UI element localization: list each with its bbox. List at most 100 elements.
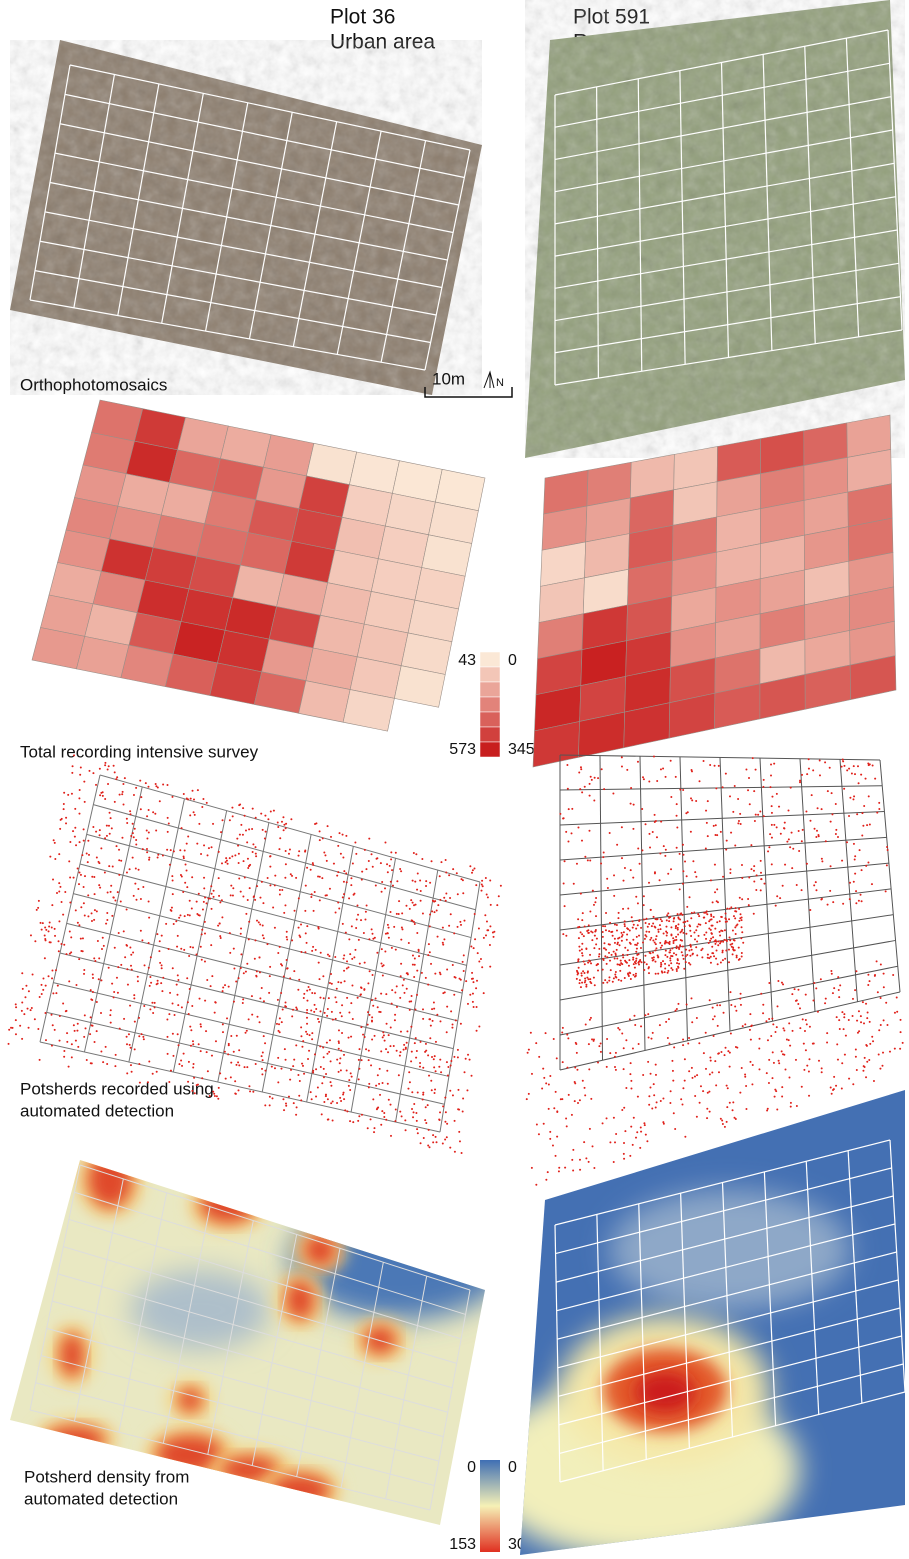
potsherd [643, 904, 645, 906]
potsherd [593, 799, 595, 801]
potsherd [414, 964, 416, 966]
potsherd [162, 855, 164, 857]
potsherd [777, 980, 779, 982]
potsherd [614, 1056, 616, 1058]
potsherd [295, 877, 297, 879]
potsherd [429, 1146, 431, 1148]
potsherd [740, 913, 742, 915]
potsherd [722, 950, 724, 952]
potsherd [277, 826, 279, 828]
potsherd [117, 966, 119, 968]
potsherd [843, 765, 845, 767]
potsherd [187, 914, 189, 916]
grid-line [173, 811, 226, 1072]
potsherd [725, 1047, 727, 1049]
potsherd [301, 1046, 303, 1048]
potsherd [298, 979, 300, 981]
potsherd [178, 1044, 180, 1046]
potsherd [853, 843, 855, 845]
potsherd [654, 949, 656, 951]
potsherd [703, 917, 705, 919]
potsherd [817, 807, 819, 809]
potsherd [841, 766, 843, 768]
potsherd [381, 891, 383, 893]
potsherd [41, 984, 43, 986]
potsherd [709, 940, 711, 942]
potsherd [162, 977, 164, 979]
potsherd [204, 1000, 206, 1002]
potsherd [390, 1104, 392, 1106]
potsherd [8, 1043, 10, 1045]
potsherd [682, 844, 684, 846]
potsherd [256, 920, 258, 922]
potsherd [272, 907, 274, 909]
potsherd [285, 1002, 287, 1004]
potsherd [338, 1040, 340, 1042]
potsherd [589, 795, 591, 797]
potsherd [586, 930, 588, 932]
potsherd [356, 919, 358, 921]
potsherd [99, 829, 101, 831]
potsherd [225, 1078, 227, 1080]
potsherd [749, 1061, 751, 1063]
potsherd [258, 956, 260, 958]
potsherd [633, 974, 635, 976]
potsherd [21, 1038, 23, 1040]
potsherd [638, 1043, 640, 1045]
potsherd [313, 910, 315, 912]
potsherd [166, 1019, 168, 1021]
potsherd [894, 1048, 896, 1050]
potsherd [614, 1066, 616, 1068]
potsherd [738, 820, 740, 822]
potsherd [615, 1133, 617, 1135]
potsherd [422, 1094, 424, 1096]
potsherd [724, 958, 726, 960]
potsherd [626, 769, 628, 771]
potsherd [48, 975, 50, 977]
potsherd [877, 991, 879, 993]
potsherd [198, 893, 200, 895]
potsherd [107, 768, 109, 770]
potsherd [321, 1113, 323, 1115]
potsherd [262, 925, 264, 927]
potsherd [120, 860, 122, 862]
potsherd [806, 863, 808, 865]
potsherd [431, 1056, 433, 1058]
potsherd [780, 833, 782, 835]
potsherd [283, 824, 285, 826]
potsherd [629, 1073, 631, 1075]
potsherd [417, 1091, 419, 1093]
potsherd [368, 1059, 370, 1061]
potsherd [644, 1014, 646, 1016]
potsherd [280, 1068, 282, 1070]
potsherd [235, 981, 237, 983]
potsherd [702, 948, 704, 950]
potsherd [269, 1104, 271, 1106]
potsherd [865, 1076, 867, 1078]
potsherd [291, 875, 293, 877]
potsherd [498, 895, 500, 897]
potsherd [854, 855, 856, 857]
potsherd [861, 900, 863, 902]
potsherd [323, 1076, 325, 1078]
potsherd [831, 792, 833, 794]
potsherd [817, 1011, 819, 1013]
potsherd [374, 1035, 376, 1037]
potsherd [442, 1143, 444, 1145]
potsherd [386, 1070, 388, 1072]
potsherd [443, 897, 445, 899]
potsherd [425, 1043, 427, 1045]
potsherd [830, 821, 832, 823]
potsherd [211, 1055, 213, 1057]
potsherd [711, 946, 713, 948]
potsherd [855, 1056, 857, 1058]
potsherd [87, 915, 89, 917]
potsherd [776, 1026, 778, 1028]
potsherd [593, 977, 595, 979]
potsherd [131, 969, 133, 971]
potsherd [339, 832, 341, 834]
potsherd [41, 929, 43, 931]
potsherd [760, 878, 762, 880]
potsherd [350, 1036, 352, 1038]
potsherd [361, 1114, 363, 1116]
